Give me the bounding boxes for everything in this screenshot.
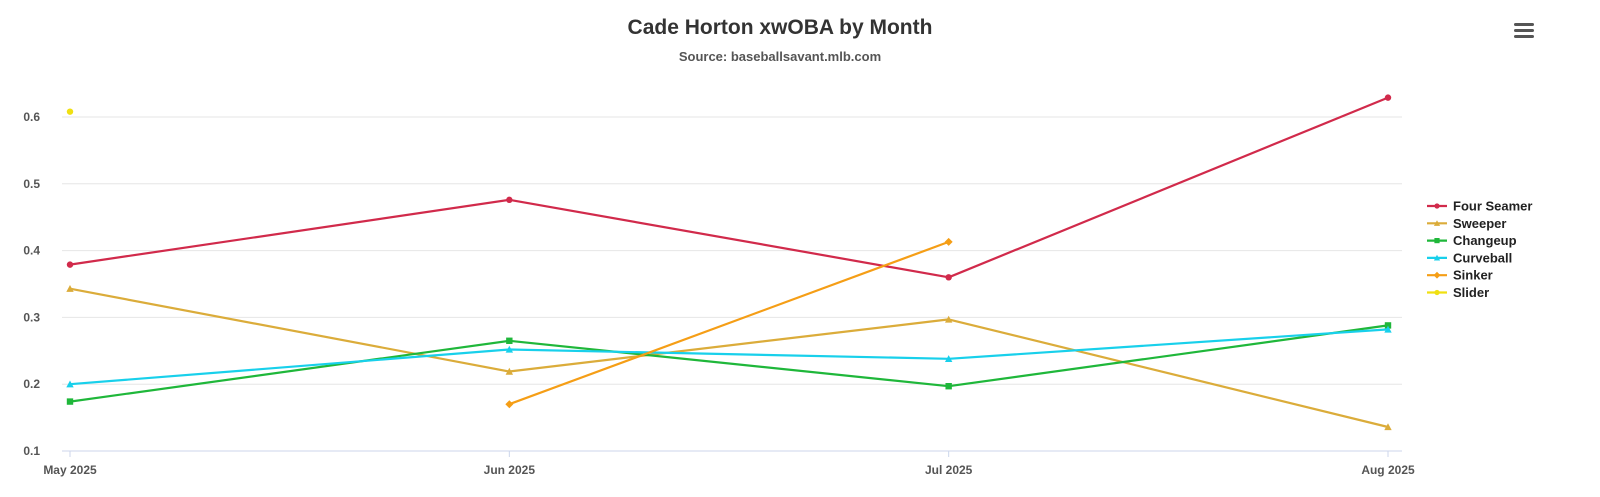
data-point — [1384, 325, 1392, 333]
legend-item-four-seamer[interactable]: Four Seamer — [1427, 199, 1532, 214]
data-point — [1384, 322, 1392, 329]
series-changeup — [66, 322, 1392, 405]
data-point — [505, 345, 514, 353]
y-axis-labels: 0.1 0.2 0.3 0.4 0.5 0.6 — [23, 110, 40, 458]
series-line-sinker — [508, 240, 950, 406]
y-tick-label: 0.3 — [23, 310, 40, 324]
data-point — [1384, 423, 1392, 431]
y-tick-label: 0.1 — [23, 444, 40, 458]
legend-label: Slider — [1453, 285, 1489, 300]
y-tick-label: 0.5 — [23, 177, 40, 191]
x-tick-label: Jul 2025 — [925, 463, 973, 477]
legend-label: Sweeper — [1453, 216, 1506, 231]
legend-marker — [1434, 238, 1440, 244]
hamburger-menu-icon — [1514, 23, 1534, 38]
data-point — [66, 284, 74, 292]
x-axis-labels: May 2025 Jun 2025 Jul 2025 Aug 2025 — [43, 451, 1415, 477]
legend-label: Curveball — [1453, 250, 1512, 265]
legend-marker — [1434, 289, 1440, 296]
data-point — [505, 400, 514, 409]
chart-title: Cade Horton xwOBA by Month — [628, 16, 933, 39]
legend-item-slider[interactable]: Slider — [1427, 285, 1489, 300]
legend-label: Changeup — [1453, 233, 1517, 248]
legend-label: Sinker — [1453, 268, 1493, 283]
series-sinker — [505, 237, 953, 409]
series-line-curveball — [68, 328, 1390, 386]
legend-label: Four Seamer — [1453, 199, 1532, 214]
series-curveball — [66, 325, 1392, 388]
data-point — [944, 355, 953, 363]
x-tick-label: May 2025 — [43, 463, 97, 477]
export-menu-button[interactable] — [1510, 18, 1538, 44]
data-point — [506, 196, 513, 204]
data-point — [944, 315, 953, 323]
series-line-changeup — [68, 324, 1390, 403]
legend-marker — [1434, 203, 1440, 209]
plot-area — [66, 94, 1392, 431]
y-tick-label: 0.6 — [23, 110, 40, 124]
data-point — [66, 380, 74, 388]
data-point — [945, 274, 952, 281]
series-line-four-seamer — [68, 96, 1390, 279]
data-point — [506, 337, 513, 344]
data-point — [944, 237, 953, 246]
data-point — [66, 398, 74, 405]
series-line-sweeper — [68, 287, 1390, 429]
legend-item-curveball[interactable]: Curveball — [1427, 250, 1512, 265]
series-four-seamer — [66, 94, 1392, 281]
legend-item-sweeper[interactable]: Sweeper — [1427, 216, 1506, 231]
legend-marker — [1433, 220, 1441, 226]
x-tick-label: Aug 2025 — [1361, 463, 1415, 477]
y-tick-label: 0.4 — [23, 244, 40, 258]
data-point — [505, 367, 514, 375]
legend-item-sinker[interactable]: Sinker — [1427, 268, 1493, 283]
data-point — [66, 261, 74, 268]
legend-marker — [1433, 254, 1441, 261]
legend-item-changeup[interactable]: Changeup — [1427, 233, 1517, 248]
y-tick-label: 0.2 — [23, 377, 40, 391]
data-point — [66, 108, 74, 115]
data-point — [1384, 94, 1392, 101]
legend-marker — [1433, 271, 1441, 279]
chart-subtitle: Source: baseballsavant.mlb.com — [679, 49, 881, 64]
x-tick-label: Jun 2025 — [484, 463, 536, 477]
data-point — [945, 383, 952, 390]
series-sweeper — [66, 284, 1392, 431]
series-slider — [66, 108, 74, 115]
legend: Four Seamer Sweeper Changeup Curveball Sinke… — [1427, 199, 1532, 300]
